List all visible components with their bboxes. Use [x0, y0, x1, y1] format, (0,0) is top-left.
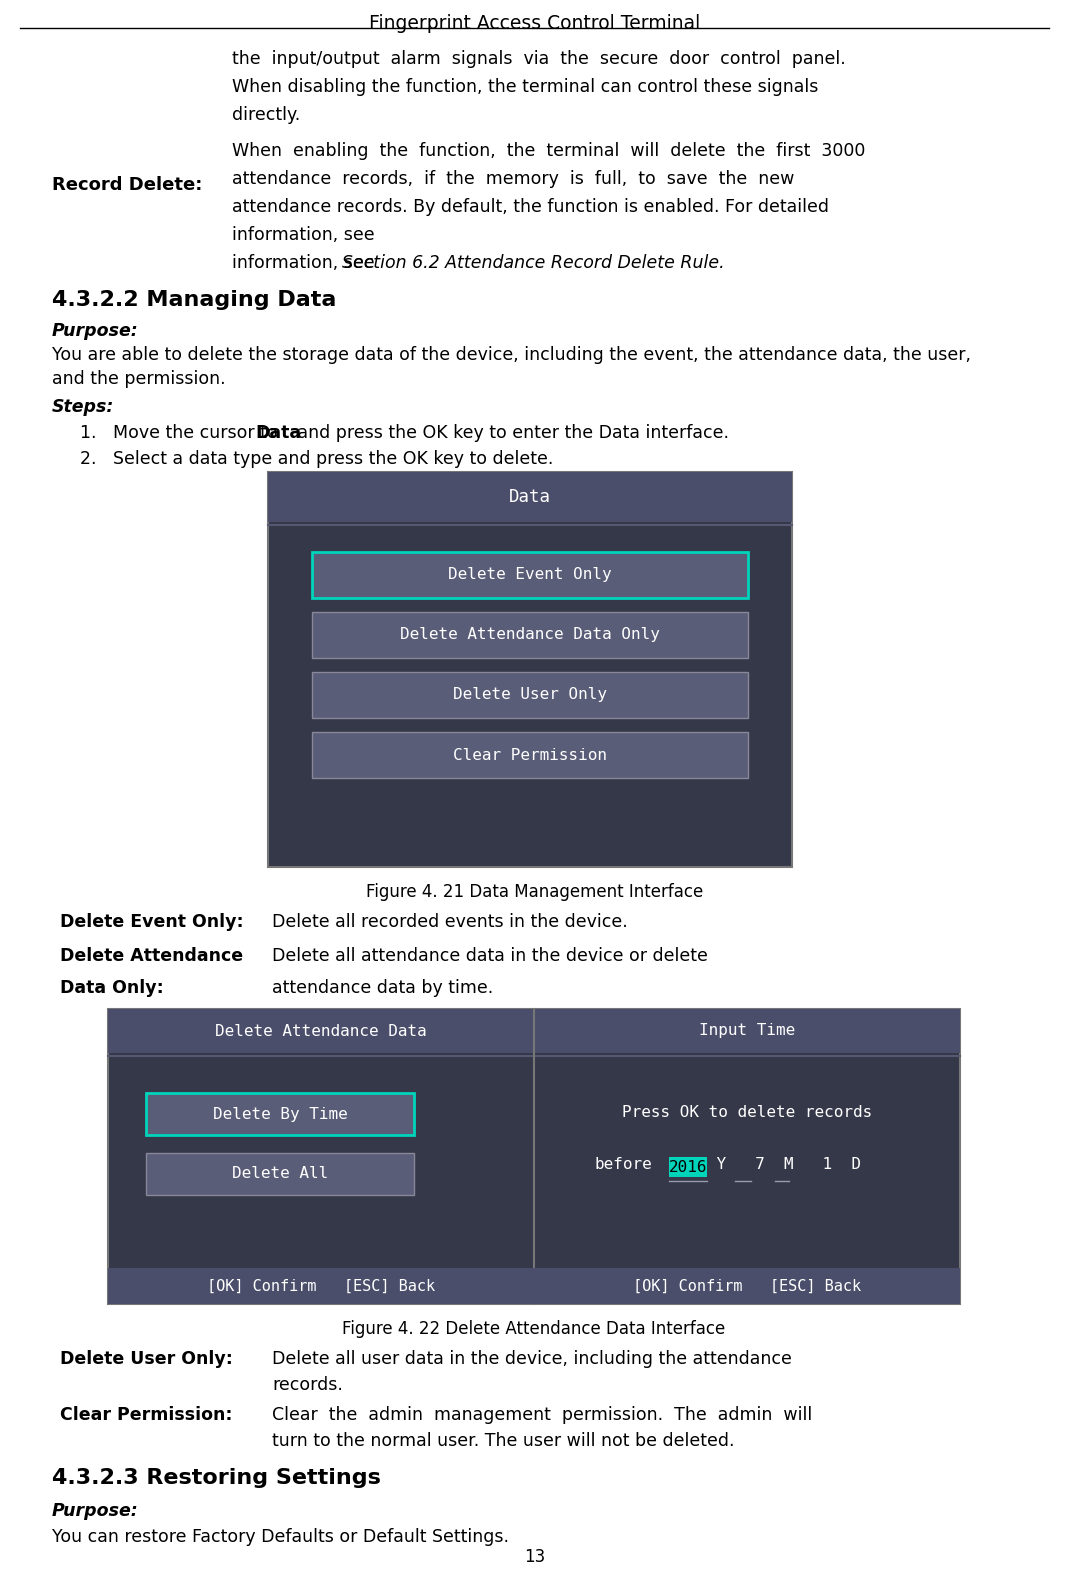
Text: Purpose:: Purpose: — [52, 1501, 139, 1520]
Text: and the permission.: and the permission. — [52, 369, 226, 388]
Text: attendance records. By default, the function is enabled. For detailed: attendance records. By default, the func… — [232, 198, 828, 215]
Text: attendance data by time.: attendance data by time. — [272, 979, 493, 997]
FancyBboxPatch shape — [312, 733, 748, 778]
Text: Figure 4. 22 Delete Attendance Data Interface: Figure 4. 22 Delete Attendance Data Inte… — [342, 1320, 726, 1338]
Text: 4.3.2.2 Managing Data: 4.3.2.2 Managing Data — [52, 289, 337, 310]
Text: Fingerprint Access Control Terminal: Fingerprint Access Control Terminal — [369, 14, 700, 33]
Text: directly.: directly. — [232, 105, 300, 124]
Text: Delete All: Delete All — [232, 1166, 328, 1182]
FancyBboxPatch shape — [312, 612, 748, 659]
FancyBboxPatch shape — [669, 1157, 707, 1177]
Text: Record Delete:: Record Delete: — [52, 176, 202, 193]
Text: Delete User Only:: Delete User Only: — [60, 1350, 233, 1368]
FancyBboxPatch shape — [146, 1093, 414, 1135]
Text: the  input/output  alarm  signals  via  the  secure  door  control  panel.: the input/output alarm signals via the s… — [232, 50, 846, 68]
Text: and press the OK key to enter the Data interface.: and press the OK key to enter the Data i… — [292, 424, 729, 442]
Text: Delete all attendance data in the device or delete: Delete all attendance data in the device… — [272, 946, 708, 965]
Text: Delete Attendance Data: Delete Attendance Data — [215, 1023, 427, 1039]
Text: Delete Attendance: Delete Attendance — [60, 946, 243, 965]
Text: Delete Event Only: Delete Event Only — [448, 567, 611, 583]
Text: Delete Attendance Data Only: Delete Attendance Data Only — [400, 627, 660, 643]
Text: Clear Permission:: Clear Permission: — [60, 1405, 232, 1424]
Text: 4.3.2.3 Restoring Settings: 4.3.2.3 Restoring Settings — [52, 1468, 381, 1489]
Text: Press OK to delete records: Press OK to delete records — [622, 1105, 872, 1119]
FancyBboxPatch shape — [268, 472, 792, 522]
Text: information, see: information, see — [232, 226, 381, 244]
Text: You are able to delete the storage data of the device, including the event, the : You are able to delete the storage data … — [52, 346, 971, 365]
FancyBboxPatch shape — [108, 1009, 534, 1053]
FancyBboxPatch shape — [146, 1152, 414, 1195]
Text: 13: 13 — [524, 1548, 545, 1566]
Text: Figure 4. 21 Data Management Interface: Figure 4. 21 Data Management Interface — [367, 883, 703, 901]
Text: before: before — [594, 1157, 652, 1173]
FancyBboxPatch shape — [534, 1269, 960, 1305]
FancyBboxPatch shape — [312, 552, 748, 597]
Text: Delete User Only: Delete User Only — [453, 687, 607, 703]
Text: Section 6.2 Attendance Record Delete Rule.: Section 6.2 Attendance Record Delete Rul… — [342, 255, 725, 272]
Text: attendance  records,  if  the  memory  is  full,  to  save  the  new: attendance records, if the memory is ful… — [232, 170, 794, 189]
Text: Clear  the  admin  management  permission.  The  admin  will: Clear the admin management permission. T… — [272, 1405, 812, 1424]
FancyBboxPatch shape — [312, 671, 748, 718]
Text: Purpose:: Purpose: — [52, 322, 139, 340]
FancyBboxPatch shape — [268, 472, 792, 868]
Text: Input Time: Input Time — [699, 1023, 795, 1039]
Text: Delete all recorded events in the device.: Delete all recorded events in the device… — [272, 913, 628, 931]
FancyBboxPatch shape — [108, 1009, 960, 1305]
Text: records.: records. — [272, 1376, 343, 1394]
Text: [OK] Confirm   [ESC] Back: [OK] Confirm [ESC] Back — [633, 1278, 861, 1294]
Text: 2016: 2016 — [669, 1160, 708, 1176]
FancyBboxPatch shape — [108, 1269, 534, 1305]
Text: You can restore Factory Defaults or Default Settings.: You can restore Factory Defaults or Defa… — [52, 1528, 509, 1545]
Text: Delete By Time: Delete By Time — [213, 1107, 347, 1121]
Text: Delete all user data in the device, including the attendance: Delete all user data in the device, incl… — [272, 1350, 792, 1368]
Text: Data: Data — [509, 487, 551, 506]
Text: Clear Permission: Clear Permission — [453, 748, 607, 762]
Text: Steps:: Steps: — [52, 398, 114, 417]
Text: When disabling the function, the terminal can control these signals: When disabling the function, the termina… — [232, 79, 819, 96]
Text: Delete Event Only:: Delete Event Only: — [60, 913, 244, 931]
Text: Y   7  M   1  D: Y 7 M 1 D — [707, 1157, 861, 1173]
Text: 2.   Select a data type and press the OK key to delete.: 2. Select a data type and press the OK k… — [80, 450, 554, 468]
Text: [OK] Confirm   [ESC] Back: [OK] Confirm [ESC] Back — [207, 1278, 435, 1294]
Text: Data Only:: Data Only: — [60, 979, 164, 997]
Text: Data: Data — [255, 424, 301, 442]
Text: 1.   Move the cursor to: 1. Move the cursor to — [80, 424, 283, 442]
Text: turn to the normal user. The user will not be deleted.: turn to the normal user. The user will n… — [272, 1432, 734, 1449]
Text: information, see: information, see — [232, 255, 381, 272]
Text: When  enabling  the  function,  the  terminal  will  delete  the  first  3000: When enabling the function, the terminal… — [232, 141, 866, 160]
FancyBboxPatch shape — [534, 1009, 960, 1053]
